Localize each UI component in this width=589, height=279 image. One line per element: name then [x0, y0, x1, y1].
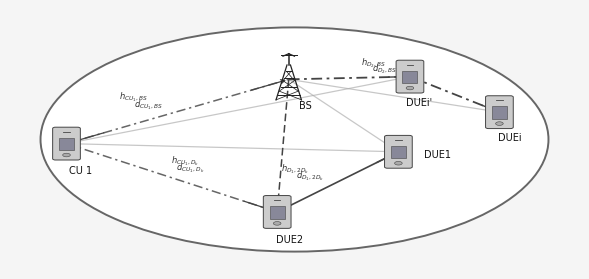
Circle shape [395, 162, 402, 165]
Text: $h_{CU_1,BS}$: $h_{CU_1,BS}$ [119, 91, 148, 104]
Text: $h_{D_1,2D_k}$: $h_{D_1,2D_k}$ [280, 163, 309, 176]
Bar [391, 146, 406, 158]
Text: $d_{D_1,2D_k}$: $d_{D_1,2D_k}$ [296, 170, 325, 183]
Bar [402, 71, 418, 83]
Text: $d_{CU_1,D_k}$: $d_{CU_1,D_k}$ [176, 162, 205, 175]
FancyBboxPatch shape [396, 60, 424, 93]
Bar [270, 206, 284, 218]
FancyBboxPatch shape [485, 96, 513, 129]
Text: $d_{D_2,BS}$: $d_{D_2,BS}$ [372, 63, 397, 76]
FancyBboxPatch shape [263, 196, 291, 228]
Text: DUEi': DUEi' [406, 98, 432, 109]
Bar [59, 138, 74, 150]
Text: DUEi: DUEi [498, 133, 522, 143]
Circle shape [495, 122, 503, 125]
Ellipse shape [41, 27, 548, 252]
Text: $d_{CU_1,BS}$: $d_{CU_1,BS}$ [134, 98, 163, 112]
Text: BS: BS [299, 101, 311, 111]
FancyBboxPatch shape [385, 135, 412, 168]
FancyBboxPatch shape [52, 127, 80, 160]
Text: $h_{CU_1,D_k}$: $h_{CU_1,D_k}$ [170, 155, 199, 168]
Text: DUE1: DUE1 [424, 150, 451, 160]
Circle shape [62, 153, 70, 157]
Text: DUE2: DUE2 [276, 235, 303, 245]
Text: $h_{D_2,BS}$: $h_{D_2,BS}$ [361, 56, 386, 70]
Circle shape [406, 86, 413, 90]
Bar [492, 106, 507, 119]
Text: CU 1: CU 1 [70, 166, 92, 176]
Circle shape [273, 222, 281, 225]
